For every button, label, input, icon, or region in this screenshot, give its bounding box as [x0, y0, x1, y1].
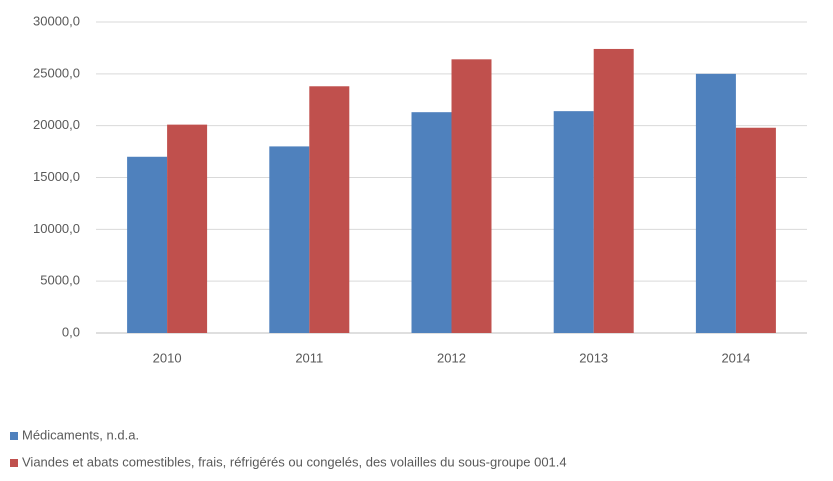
- bar: [167, 124, 208, 333]
- bar: [593, 48, 634, 333]
- legend-swatch: [10, 459, 18, 467]
- x-tick-label: 2013: [579, 350, 608, 365]
- y-tick-label: 20000,0: [33, 117, 80, 132]
- y-tick-label: 0,0: [62, 324, 80, 339]
- x-tick-label: 2011: [295, 350, 323, 365]
- y-tick-label: 5000,0: [40, 273, 80, 288]
- legend: Médicaments, n.d.a. Viandes et abats come…: [10, 427, 567, 469]
- y-tick-label: 25000,0: [33, 65, 80, 80]
- bar: [269, 146, 310, 333]
- y-tick-label: 30000,0: [33, 13, 80, 28]
- legend-label: Viandes et abats comestibles, frais, réf…: [22, 454, 567, 469]
- bar: [553, 111, 594, 333]
- bar: [695, 73, 736, 333]
- bar: [411, 112, 452, 333]
- x-tick-label: 2010: [153, 350, 182, 365]
- bar: [735, 127, 776, 334]
- legend-swatch: [10, 432, 18, 440]
- x-tick-label: 2014: [721, 350, 750, 365]
- bar: [451, 59, 492, 333]
- bar: [127, 156, 168, 333]
- legend-label: Médicaments, n.d.a.: [22, 427, 139, 442]
- y-tick-label: 10000,0: [33, 221, 80, 236]
- y-tick-label: 15000,0: [33, 169, 80, 184]
- x-tick-label: 2012: [437, 350, 466, 365]
- bar: [309, 86, 350, 333]
